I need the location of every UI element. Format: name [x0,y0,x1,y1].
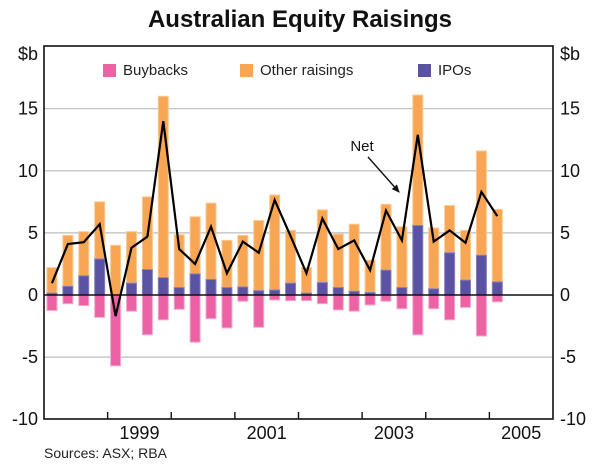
legend-label: Buybacks [123,62,189,79]
bar-buybacks [62,294,74,305]
bar-buybacks [300,294,312,302]
bar-buybacks [428,294,440,310]
bar-other-raisings [460,229,472,281]
bar-ipos [94,258,106,296]
bar-buybacks [205,294,217,320]
bar-buybacks [237,294,249,302]
y-axis-label-right: 15 [560,99,580,119]
net-annotation-label: Net [350,138,374,155]
bar-buybacks [125,294,137,312]
bar-ipos [475,254,487,296]
y-axis-unit-left: $b [18,44,38,64]
bar-ipos [189,273,201,296]
bar-ipos [157,277,169,296]
bar-buybacks [157,294,169,321]
bar-ipos [173,287,185,296]
bar-buybacks [78,294,90,307]
y-axis-label-left: -5 [22,347,38,367]
bar-ipos [460,279,472,296]
bar-ipos [412,224,424,296]
legend-swatch-icon [103,64,116,77]
bar-buybacks [396,294,408,310]
bar-ipos [221,287,233,296]
bar-buybacks [491,294,503,303]
legend-item-other-raisings: Other raisings [240,62,353,79]
bar-buybacks [348,294,360,312]
bar-buybacks [253,294,265,328]
legend-label: Other raisings [260,62,354,79]
bar-other-raisings [110,244,122,296]
bar-buybacks [380,294,392,302]
y-axis-unit-right: $b [560,44,580,64]
y-axis-label-left: 5 [28,223,38,243]
bar-ipos [444,252,456,296]
y-axis-label-right: -10 [560,409,586,429]
y-axis-label-left: 0 [28,285,38,305]
bar-ipos [78,275,90,296]
bar-other-raisings [491,208,503,283]
bar-ipos [491,281,503,296]
net-line [50,120,499,317]
bar-ipos [396,287,408,296]
bar-buybacks [412,294,424,336]
legend-swatch-icon [418,64,431,77]
y-axis-labels: 15 15 10 10 5 5 0 0 -5 -5 -10 -10 $b $b [12,44,586,429]
bar-buybacks [444,294,456,321]
y-axis-label-left: 15 [18,99,38,119]
bar-buybacks [475,294,487,337]
legend-label: IPOs [438,62,472,79]
x-axis-year-label: 2001 [247,423,287,443]
bar-ipos [285,282,297,296]
bar-buybacks [141,294,153,336]
x-axis-labels: 1999 2001 2003 2005 [119,423,541,443]
bar-buybacks [460,294,472,308]
bar-other-raisings [205,202,217,280]
gridlines [44,108,553,358]
bar-other-raisings [348,223,360,292]
bar-buybacks [332,294,344,311]
bar-buybacks [221,294,233,329]
bar-ipos [380,269,392,296]
y-axis-label-right: 0 [560,285,570,305]
bar-buybacks [173,294,185,310]
y-axis-label-right: 5 [560,223,570,243]
bar-buybacks [94,294,106,318]
net-annotation-arrow [367,156,400,193]
source-note: Sources: ASX; RBA [44,445,167,461]
bar-other-raisings [253,219,265,292]
x-axis-year-label: 1999 [119,423,159,443]
bar-ipos [205,278,217,296]
x-axis-year-label: 2005 [501,423,541,443]
bar-ipos [428,288,440,296]
bar-buybacks [316,294,328,305]
bar-buybacks [364,294,376,306]
bar-ipos [316,282,328,296]
legend-item-buybacks: Buybacks [103,62,188,79]
x-axis-ticks [106,412,491,419]
bar-ipos [62,285,74,296]
y-axis-label-right: -5 [560,347,576,367]
bar-buybacks [46,294,58,312]
legend-item-ipos: IPOs [418,62,471,79]
bar-ipos [332,287,344,296]
y-axis-label-left: -10 [12,409,38,429]
y-axis-label-left: 10 [18,161,38,181]
bar-buybacks [189,294,201,343]
y-axis-label-right: 10 [560,161,580,181]
bar-other-raisings [125,231,137,284]
bar-ipos [125,282,137,296]
bar-buybacks [285,294,297,302]
legend-swatch-icon [240,64,253,77]
bars [46,94,503,367]
bar-ipos [141,269,153,296]
x-axis-year-label: 2003 [374,423,414,443]
chart-title: Australian Equity Raisings [147,6,453,33]
bar-ipos [237,286,249,296]
